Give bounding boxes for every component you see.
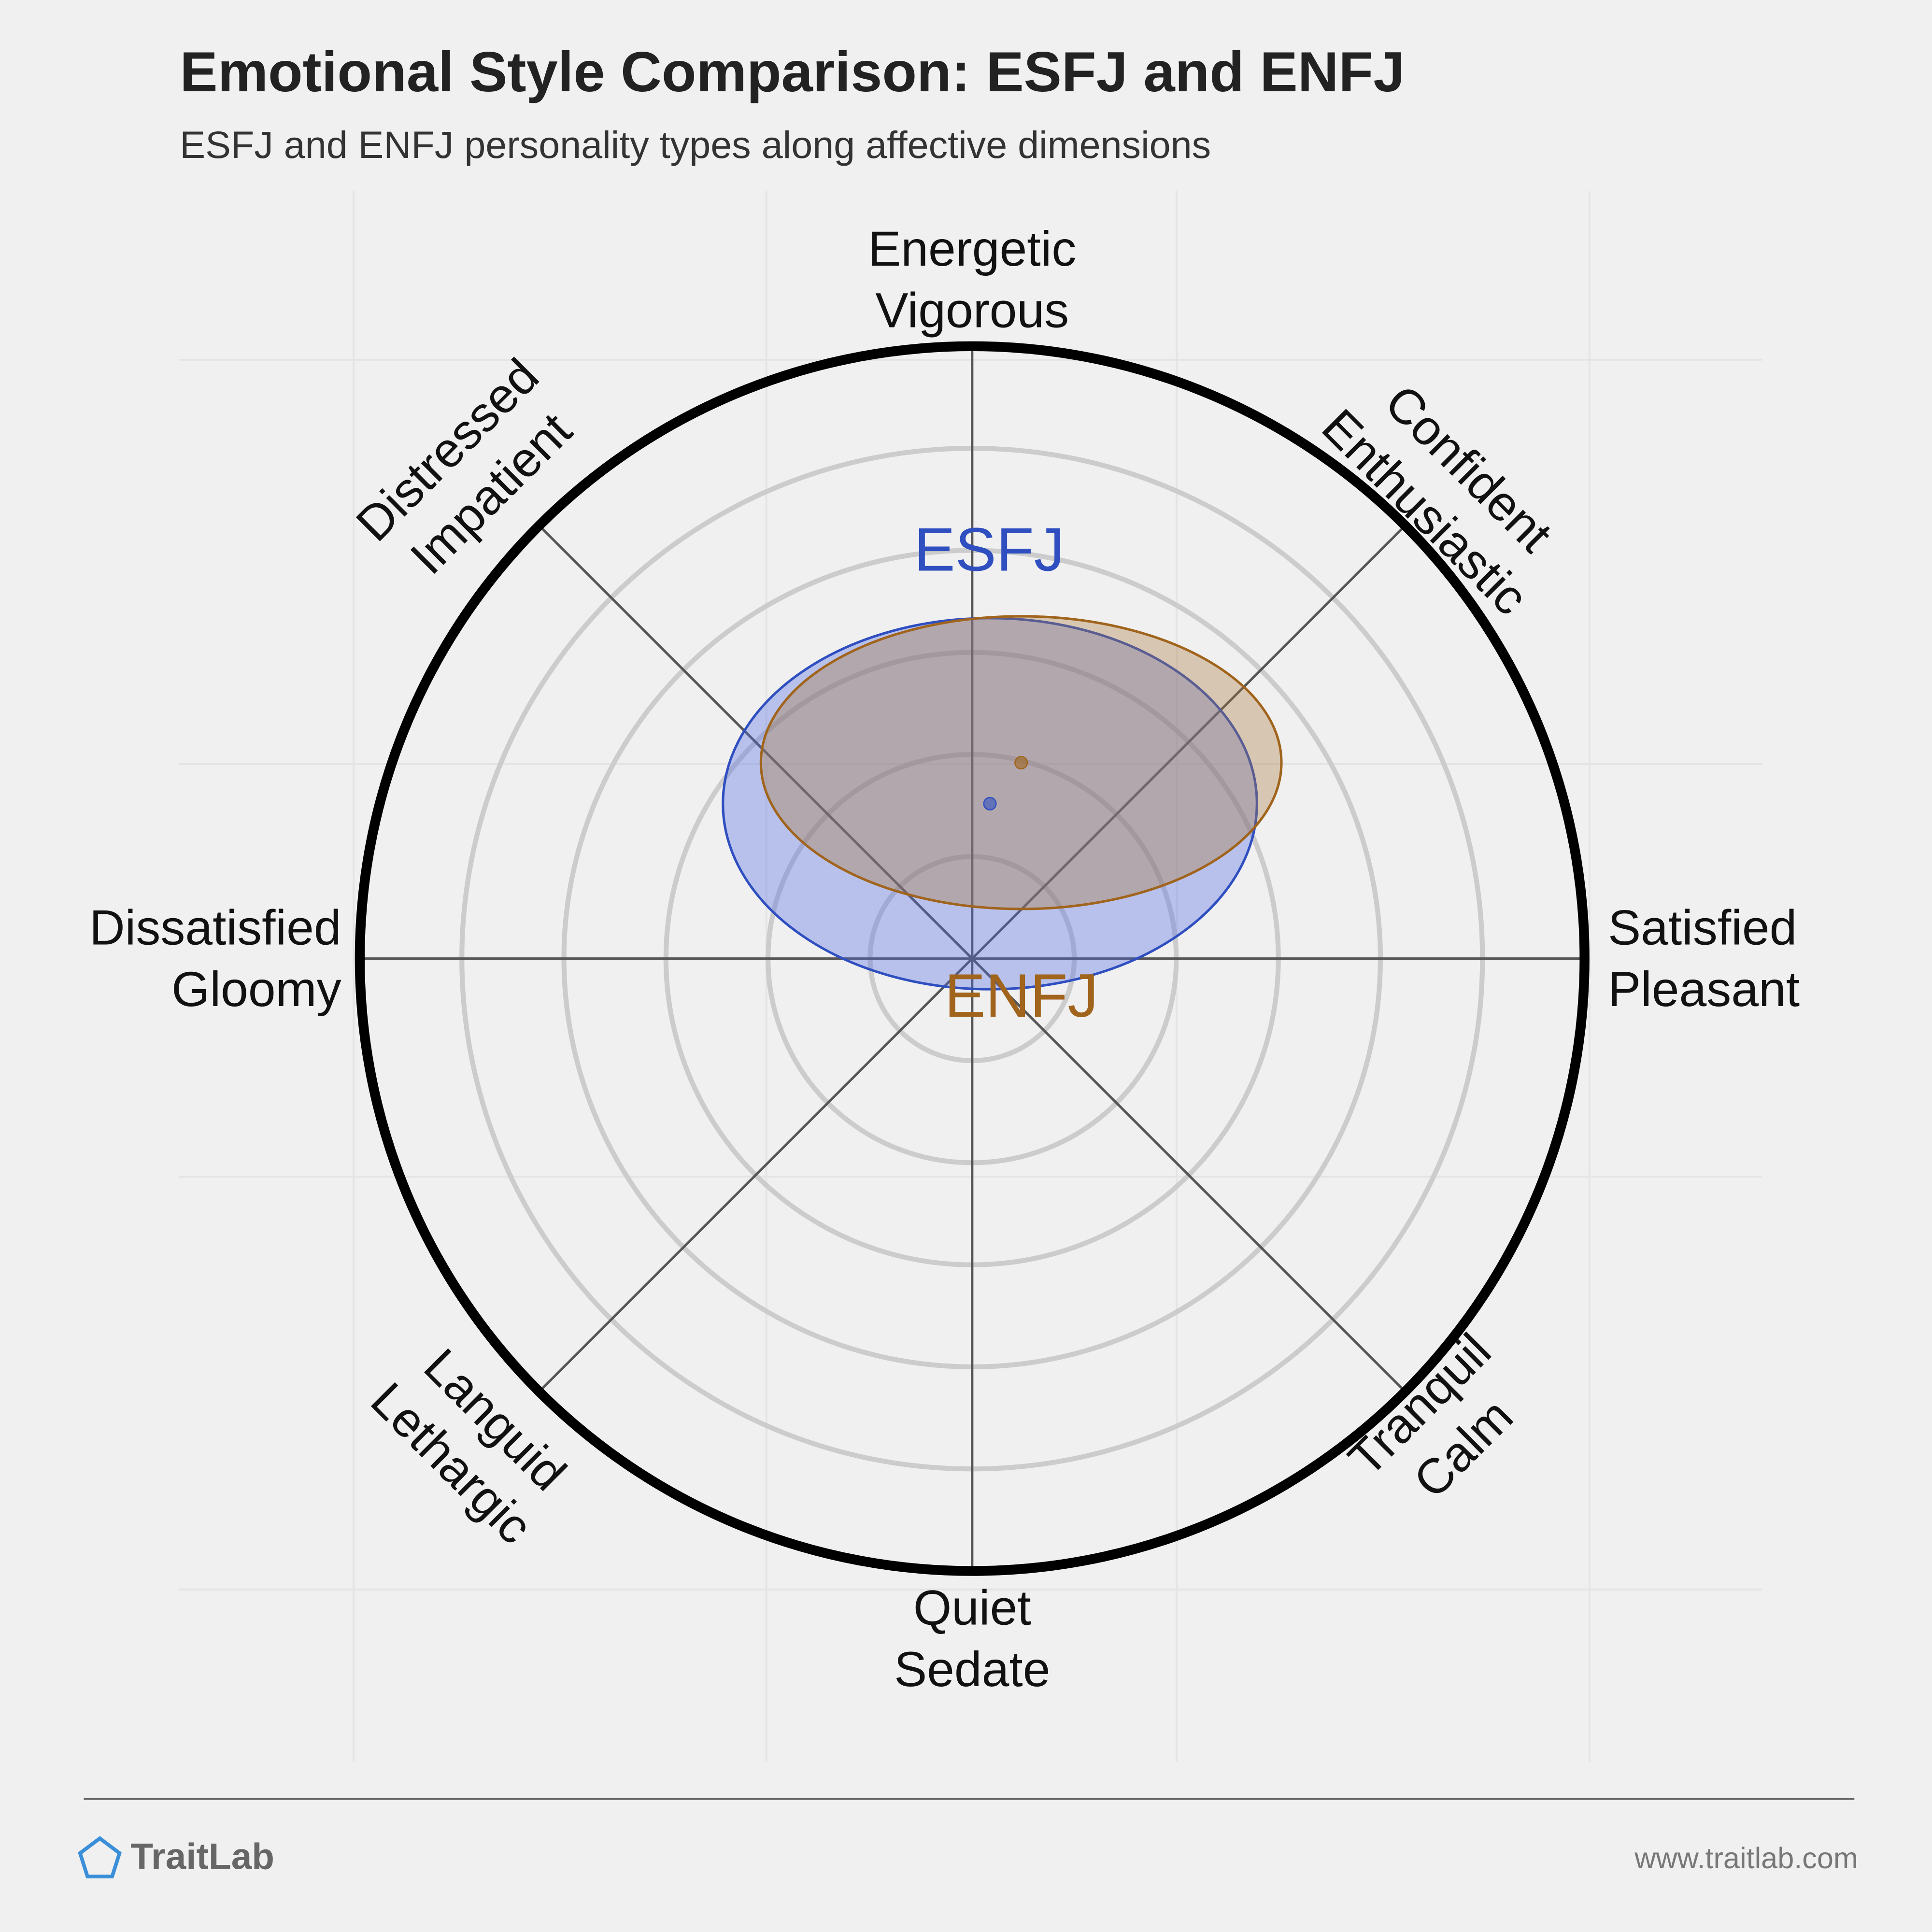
- axis-label-line: Satisfied: [1608, 900, 1797, 955]
- axis-label-line: Dissatisfied: [89, 900, 341, 955]
- chart-title: Emotional Style Comparison: ESFJ and ENF…: [180, 40, 1405, 103]
- chart-subtitle: ESFJ and ENFJ personality types along af…: [180, 123, 1211, 166]
- axis-label-line: Energetic: [868, 221, 1076, 276]
- axis-label-line: Quiet: [913, 1580, 1031, 1635]
- axis-label-line: Sedate: [894, 1642, 1050, 1697]
- series-label: ESFJ: [914, 516, 1065, 584]
- axis-label-line: Gloomy: [171, 962, 341, 1017]
- axis-label-line: Pleasant: [1608, 962, 1800, 1017]
- axis-label: Energetic Vigorous: [868, 221, 1076, 338]
- axis-label: Satisfied Pleasant: [1608, 900, 1800, 1017]
- brand: TraitLab: [130, 1836, 274, 1877]
- series-label: ENFJ: [944, 962, 1098, 1030]
- axis-ray: [971, 957, 1406, 1393]
- axis-label: Quiet Sedate: [894, 1580, 1050, 1697]
- axis-ray: [538, 525, 973, 960]
- axis-ray: [538, 957, 973, 1393]
- url: www.traitlab.com: [1634, 1842, 1858, 1875]
- outer-ring: [355, 341, 1590, 1576]
- axis-ray: [971, 525, 1406, 960]
- series-center: [983, 796, 997, 810]
- axis-label-line: Vigorous: [875, 283, 1069, 338]
- series-center: [1014, 755, 1028, 770]
- logo-icon: [78, 1836, 122, 1879]
- axis-label: Dissatisfied Gloomy: [89, 900, 341, 1017]
